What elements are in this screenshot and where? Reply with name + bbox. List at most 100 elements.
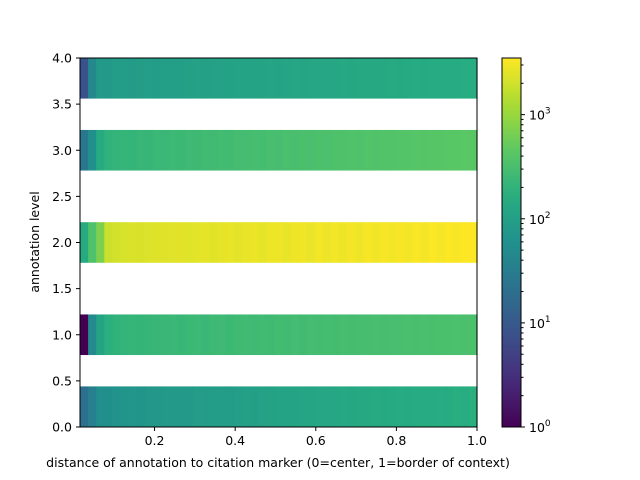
heatmap-cell-level-1-bin-0 <box>80 314 89 356</box>
heatmap-cell-level-2-bin-0 <box>80 222 89 263</box>
heatmap-cell-level-3-bin-45 <box>444 129 454 171</box>
heatmap-cell-level-0-bin-16 <box>209 386 219 427</box>
heatmap-cell-level-3-bin-5 <box>120 129 130 171</box>
heatmap-cell-level-3-bin-11 <box>169 129 178 171</box>
heatmap-cell-level-2-bin-2 <box>96 222 105 263</box>
heatmap-cell-level-4-bin-28 <box>306 58 316 99</box>
y-tick-label: 1.5 <box>52 281 72 296</box>
heatmap-cell-level-4-bin-20 <box>242 58 251 99</box>
heatmap-cell-level-4-bin-45 <box>444 58 454 99</box>
heatmap-cells <box>80 58 478 427</box>
heatmap-cell-level-3-bin-32 <box>339 129 348 171</box>
heatmap-cell-level-3-bin-29 <box>314 129 324 171</box>
heatmap-cell-level-4-bin-38 <box>387 58 397 99</box>
heatmap-cell-level-4-bin-34 <box>355 58 365 99</box>
heatmap-cell-level-3-bin-41 <box>412 129 421 171</box>
colorbar <box>501 57 522 428</box>
heatmap-cell-level-2-bin-37 <box>379 222 389 263</box>
heatmap-cell-level-3-bin-20 <box>242 129 251 171</box>
heatmap-cell-level-2-bin-15 <box>201 222 211 263</box>
heatmap-cell-level-0-bin-2 <box>96 386 105 427</box>
x-tick-label: 0.4 <box>225 433 245 448</box>
heatmap-cell-level-1-bin-8 <box>144 314 154 356</box>
heatmap-cell-level-2-bin-19 <box>233 222 243 263</box>
heatmap-cell-level-1-bin-27 <box>298 314 308 356</box>
heatmap-cell-level-0-bin-22 <box>258 386 267 427</box>
heatmap-cell-level-3-bin-3 <box>104 129 114 171</box>
heatmap-cell-level-1-bin-20 <box>242 314 251 356</box>
heatmap-cell-level-3-bin-4 <box>112 129 122 171</box>
heatmap-cell-level-3-bin-8 <box>144 129 154 171</box>
heatmap-cell-level-4-bin-37 <box>379 58 389 99</box>
y-axis-ticks: 0.0 0.5 1.0 1.5 2.0 2.5 3.0 3.5 4.0 <box>52 51 80 435</box>
heatmap-cell-level-2-bin-29 <box>314 222 324 263</box>
heatmap-cell-level-4-bin-46 <box>452 58 462 99</box>
heatmap-cell-level-4-bin-16 <box>209 58 219 99</box>
heatmap-cell-level-2-bin-38 <box>387 222 397 263</box>
heatmap-cell-level-0-bin-18 <box>225 386 235 427</box>
heatmap-cell-level-2-bin-47 <box>460 222 470 263</box>
heatmap-cell-level-3-bin-9 <box>152 129 162 171</box>
heatmap-cell-level-0-bin-34 <box>355 386 365 427</box>
heatmap-cell-level-1-bin-18 <box>225 314 235 356</box>
heatmap-cell-level-2-bin-42 <box>420 222 429 263</box>
heatmap-cell-level-2-bin-4 <box>112 222 122 263</box>
heatmap-cell-level-1-bin-28 <box>306 314 316 356</box>
heatmap-cell-level-0-bin-6 <box>128 386 138 427</box>
heatmap-cell-level-3-bin-46 <box>452 129 462 171</box>
heatmap-cell-level-4-bin-35 <box>363 58 373 99</box>
heatmap-cell-level-1-bin-33 <box>347 314 357 356</box>
heatmap-cell-level-0-bin-48 <box>468 386 478 427</box>
heatmap-cell-level-2-bin-21 <box>250 222 259 263</box>
heatmap-cell-level-4-bin-12 <box>177 58 186 99</box>
heatmap-cell-level-4-bin-1 <box>88 58 97 99</box>
colorbar-tick-label: 100 <box>529 419 551 435</box>
heatmap-cell-level-1-bin-38 <box>387 314 397 356</box>
heatmap-cell-level-3-bin-17 <box>217 129 227 171</box>
heatmap-cell-level-4-bin-27 <box>298 58 308 99</box>
heatmap-cell-level-3-bin-24 <box>274 129 284 171</box>
heatmap-cell-level-0-bin-11 <box>169 386 178 427</box>
heatmap-cell-level-0-bin-37 <box>379 386 389 427</box>
heatmap-cell-level-4-bin-6 <box>128 58 138 99</box>
heatmap-cell-level-3-bin-19 <box>233 129 243 171</box>
heatmap-cell-level-1-bin-35 <box>363 314 373 356</box>
heatmap-cell-level-4-bin-26 <box>290 58 300 99</box>
heatmap-cell-level-2-bin-13 <box>185 222 195 263</box>
heatmap-cell-level-4-bin-47 <box>460 58 470 99</box>
heatmap-cell-level-2-bin-41 <box>412 222 421 263</box>
heatmap-cell-level-2-bin-11 <box>169 222 178 263</box>
heatmap-cell-level-3-bin-27 <box>298 129 308 171</box>
heatmap-cell-level-2-bin-18 <box>225 222 235 263</box>
heatmap-cell-level-1-bin-11 <box>169 314 178 356</box>
heatmap-cell-level-0-bin-1 <box>88 386 97 427</box>
heatmap-cell-level-2-bin-17 <box>217 222 227 263</box>
y-tick-label: 3.5 <box>52 97 72 112</box>
heatmap-cell-level-4-bin-7 <box>136 58 146 99</box>
heatmap-cell-level-0-bin-17 <box>217 386 227 427</box>
heatmap-cell-level-2-bin-20 <box>242 222 251 263</box>
y-axis-label: annotation level <box>27 191 42 292</box>
heatmap-cell-level-3-bin-40 <box>404 129 413 171</box>
heatmap-cell-level-1-bin-4 <box>112 314 122 356</box>
heatmap-cell-level-2-bin-28 <box>306 222 316 263</box>
heatmap-cell-level-4-bin-17 <box>217 58 227 99</box>
heatmap-cell-level-2-bin-24 <box>274 222 284 263</box>
heatmap-cell-level-0-bin-40 <box>404 386 413 427</box>
heatmap-cell-level-2-bin-8 <box>144 222 154 263</box>
heatmap-cell-level-2-bin-16 <box>209 222 219 263</box>
heatmap-cell-level-2-bin-25 <box>282 222 292 263</box>
y-tick-label: 0.5 <box>52 373 72 388</box>
heatmap-cell-level-0-bin-32 <box>339 386 348 427</box>
heatmap-cell-level-3-bin-16 <box>209 129 219 171</box>
heatmap-cell-level-1-bin-25 <box>282 314 292 356</box>
heatmap-cell-level-3-bin-33 <box>347 129 357 171</box>
heatmap-cell-level-3-bin-47 <box>460 129 470 171</box>
heatmap-cell-level-4-bin-10 <box>161 58 170 99</box>
heatmap-cell-level-0-bin-38 <box>387 386 397 427</box>
heatmap-cell-level-0-bin-44 <box>436 386 446 427</box>
heatmap-cell-level-2-bin-14 <box>193 222 203 263</box>
heatmap-cell-level-1-bin-41 <box>412 314 421 356</box>
heatmap-cell-level-0-bin-33 <box>347 386 357 427</box>
